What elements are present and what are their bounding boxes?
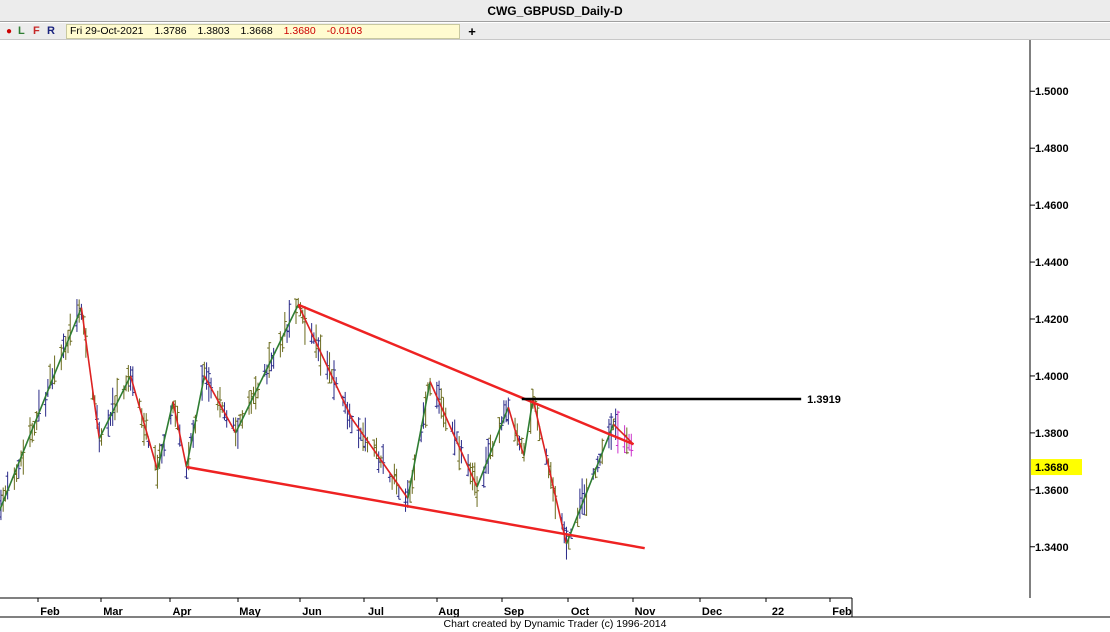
swing-segment — [612, 423, 635, 445]
y-tick-label: 1.5000 — [1035, 86, 1069, 98]
swing-segment — [565, 424, 615, 545]
bar-date: Fri 29-Oct-2021 — [70, 25, 144, 37]
x-tick-label: May — [239, 606, 261, 618]
swing-lines — [0, 304, 635, 545]
swing-segment — [80, 307, 101, 439]
swing-segment — [0, 307, 83, 512]
y-tick-label: 1.4000 — [1035, 371, 1069, 383]
y-tick-label: 1.3800 — [1035, 428, 1069, 440]
swing-segment — [351, 418, 409, 499]
y-tick-label: 1.4600 — [1035, 200, 1069, 212]
bar-open: 1.3786 — [154, 25, 187, 37]
channel-line-upper — [297, 303, 635, 446]
chart-credit: Chart created by Dynamic Trader (c) 1996… — [443, 618, 667, 630]
swing-segment — [514, 429, 525, 456]
y-tick-label: 1.4800 — [1035, 143, 1069, 155]
y-tick-label: 1.4200 — [1035, 314, 1069, 326]
swing-segment — [129, 375, 159, 471]
r-button[interactable]: R — [47, 25, 55, 37]
y-tick-label: 1.4400 — [1035, 257, 1069, 269]
x-tick-label: Mar — [103, 606, 123, 618]
x-tick-label: 22 — [772, 606, 784, 618]
x-tick-label: Jul — [368, 606, 384, 618]
f-button[interactable]: F — [33, 25, 40, 37]
ohlc-readout: Fri 29-Oct-2021 1.3786 1.3803 1.3668 1.3… — [66, 24, 460, 39]
chart-toolbar: ● L F R Fri 29-Oct-2021 1.3786 1.3803 1.… — [0, 23, 1110, 40]
y-tick-label: 1.3600 — [1035, 485, 1069, 497]
axes: 1.3400 1.3600 1.3800 1.4000 1.4200 1.4400 1.46… — [0, 40, 1110, 618]
x-tick-label: Feb — [40, 606, 60, 618]
level-line-group: 1.3919 — [521, 394, 841, 406]
swing-segment — [406, 381, 431, 499]
add-plus-button[interactable]: + — [468, 24, 476, 39]
channel-line-lower — [186, 465, 645, 550]
x-tick-label: Dec — [702, 606, 722, 618]
l-button[interactable]: L — [18, 25, 25, 37]
swing-segment — [203, 375, 237, 434]
bar-close: 1.3680 — [283, 25, 316, 37]
x-tick-label: Oct — [571, 606, 590, 618]
window-title: CWG_GBPUSD_Daily-D — [487, 4, 623, 18]
bar-high: 1.3803 — [197, 25, 230, 37]
bar-low: 1.3668 — [240, 25, 273, 37]
swing-segment — [429, 381, 478, 488]
current-price-label: 1.3680 — [1035, 462, 1069, 474]
x-tick-label: Nov — [635, 606, 657, 618]
swing-segment — [532, 398, 568, 545]
x-tick-label: Feb — [832, 606, 852, 618]
x-tick-label: Sep — [504, 606, 524, 618]
bar-change: -0.0103 — [326, 25, 363, 37]
swing-segment — [98, 375, 132, 439]
swing-segment — [476, 406, 510, 488]
swing-segment — [156, 401, 174, 471]
x-tick-label: Aug — [438, 606, 459, 618]
window-title-bar: CWG_GBPUSD_Daily-D — [0, 0, 1110, 22]
swing-segment — [507, 407, 516, 431]
y-tick-label: 1.3400 — [1035, 542, 1069, 554]
swing-segment — [185, 375, 206, 468]
record-dot-button[interactable]: ● — [6, 26, 13, 37]
trend-channel — [186, 303, 645, 550]
level-label: 1.3919 — [807, 394, 841, 406]
swing-segment — [172, 401, 188, 468]
current-price-marker — [1031, 459, 1082, 476]
swing-segment — [234, 304, 299, 434]
x-tick-label: Apr — [173, 606, 193, 618]
swing-segment — [523, 398, 534, 456]
swing-segment — [297, 304, 353, 419]
x-tick-label: Jun — [302, 606, 322, 618]
